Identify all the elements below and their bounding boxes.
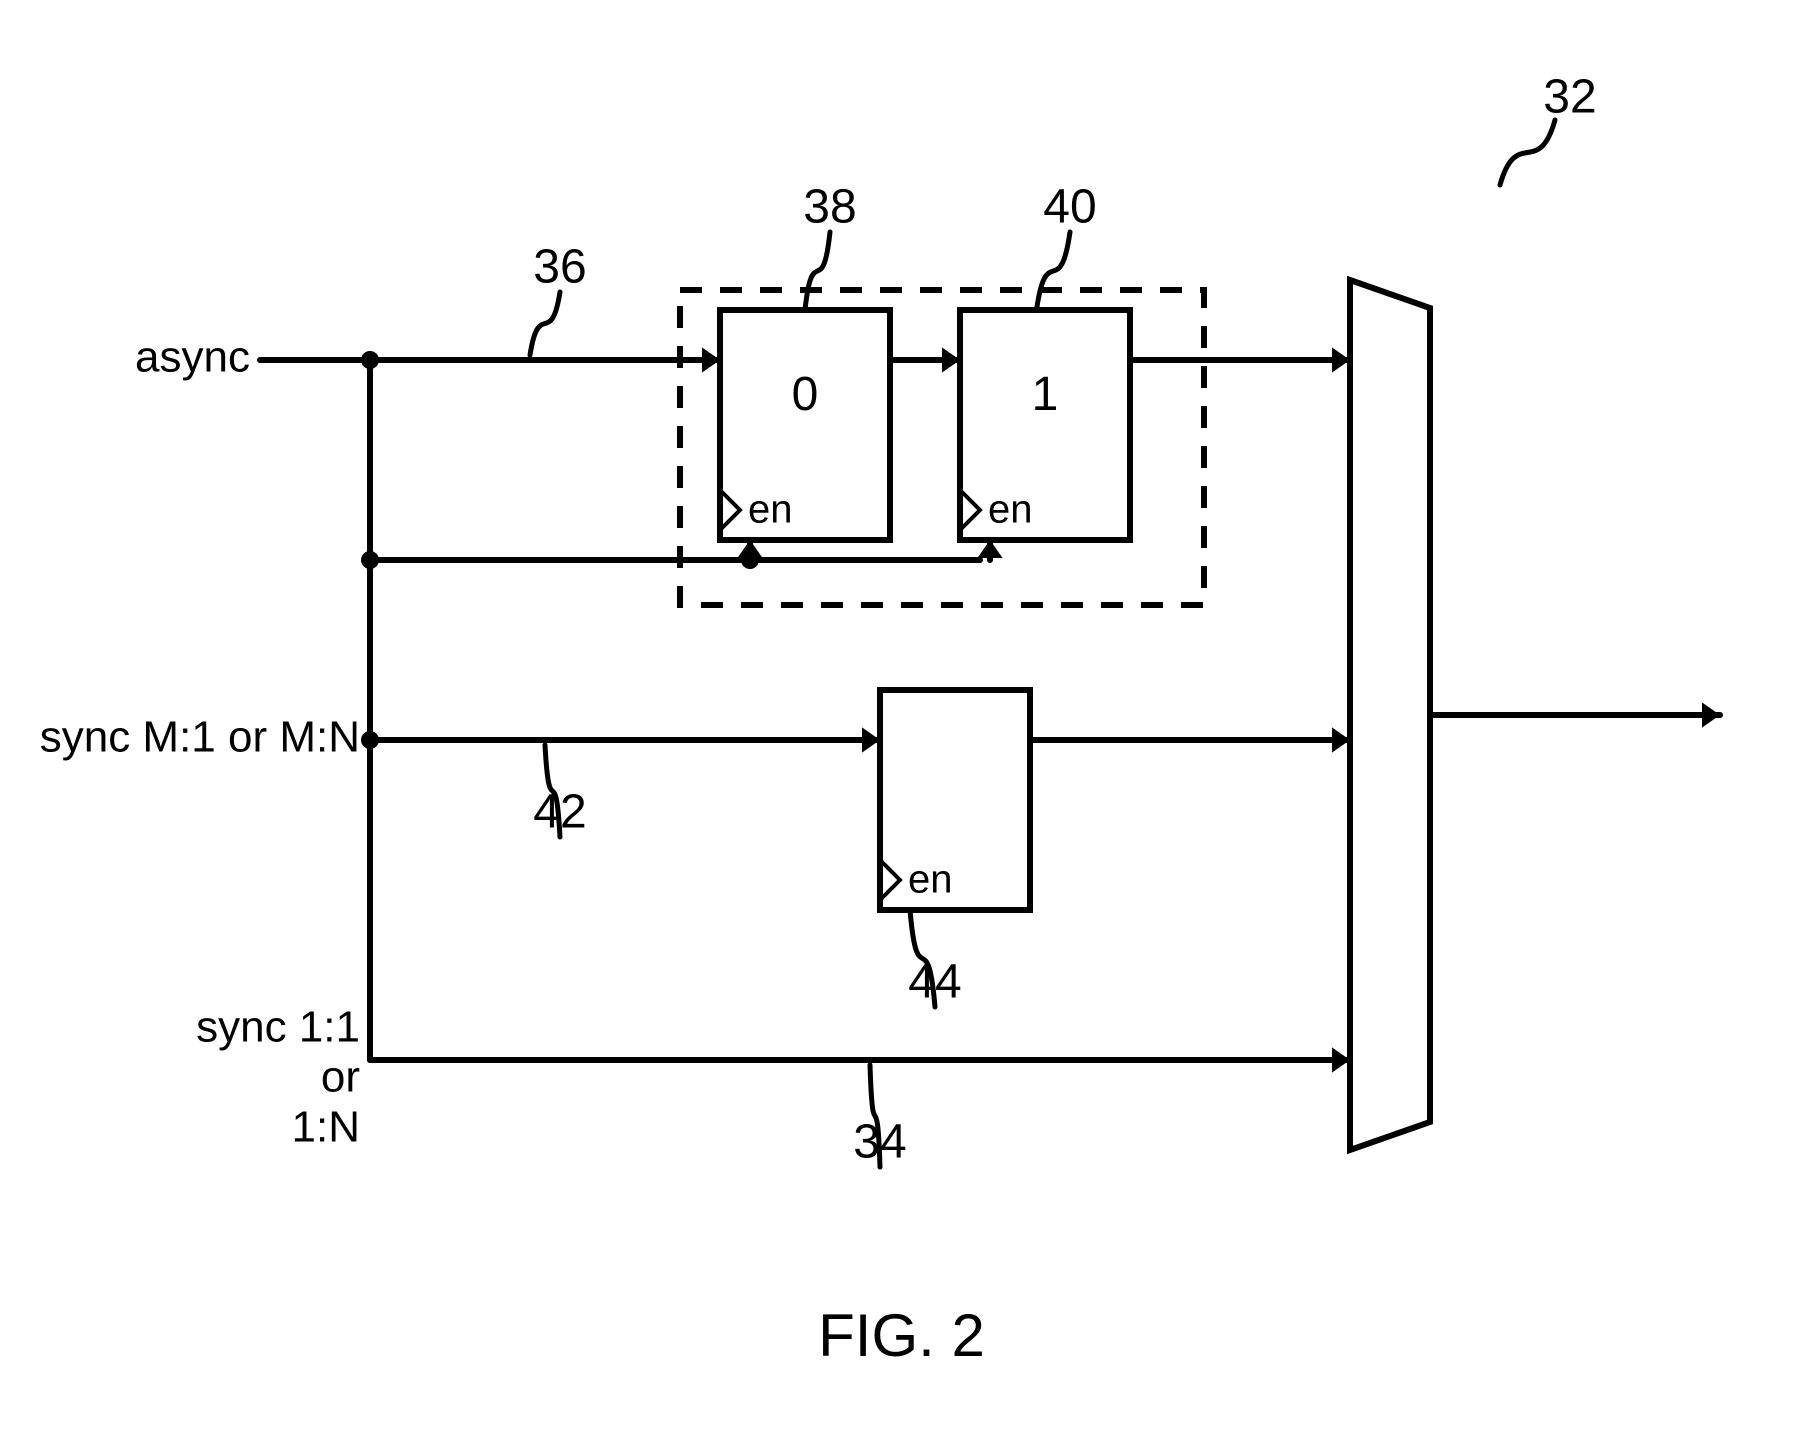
mux <box>1350 280 1430 1150</box>
figure-caption: FIG. 2 <box>818 1302 985 1369</box>
ref-32: 32 <box>1543 71 1596 124</box>
ref-36: 36 <box>533 241 586 294</box>
ref-38: 38 <box>803 181 856 234</box>
label-sync-11-line0: sync 1:1 <box>196 1003 360 1052</box>
reg-38-en-label: en <box>748 488 793 532</box>
reg-44 <box>880 690 1030 910</box>
ref-40: 40 <box>1043 181 1096 234</box>
label-sync-11-line1: or <box>321 1053 360 1102</box>
reg-38 <box>720 310 890 540</box>
reg-38-label: 0 <box>792 368 819 421</box>
reg-40-en-label: en <box>988 488 1033 532</box>
label-sync-11-line2: 1:N <box>292 1103 360 1152</box>
reg-40 <box>960 310 1130 540</box>
reg-40-label: 1 <box>1032 368 1059 421</box>
label-sync-mn: sync M:1 or M:N <box>40 713 360 762</box>
reg-44-en-label: en <box>908 858 953 902</box>
label-async: async <box>135 333 250 382</box>
